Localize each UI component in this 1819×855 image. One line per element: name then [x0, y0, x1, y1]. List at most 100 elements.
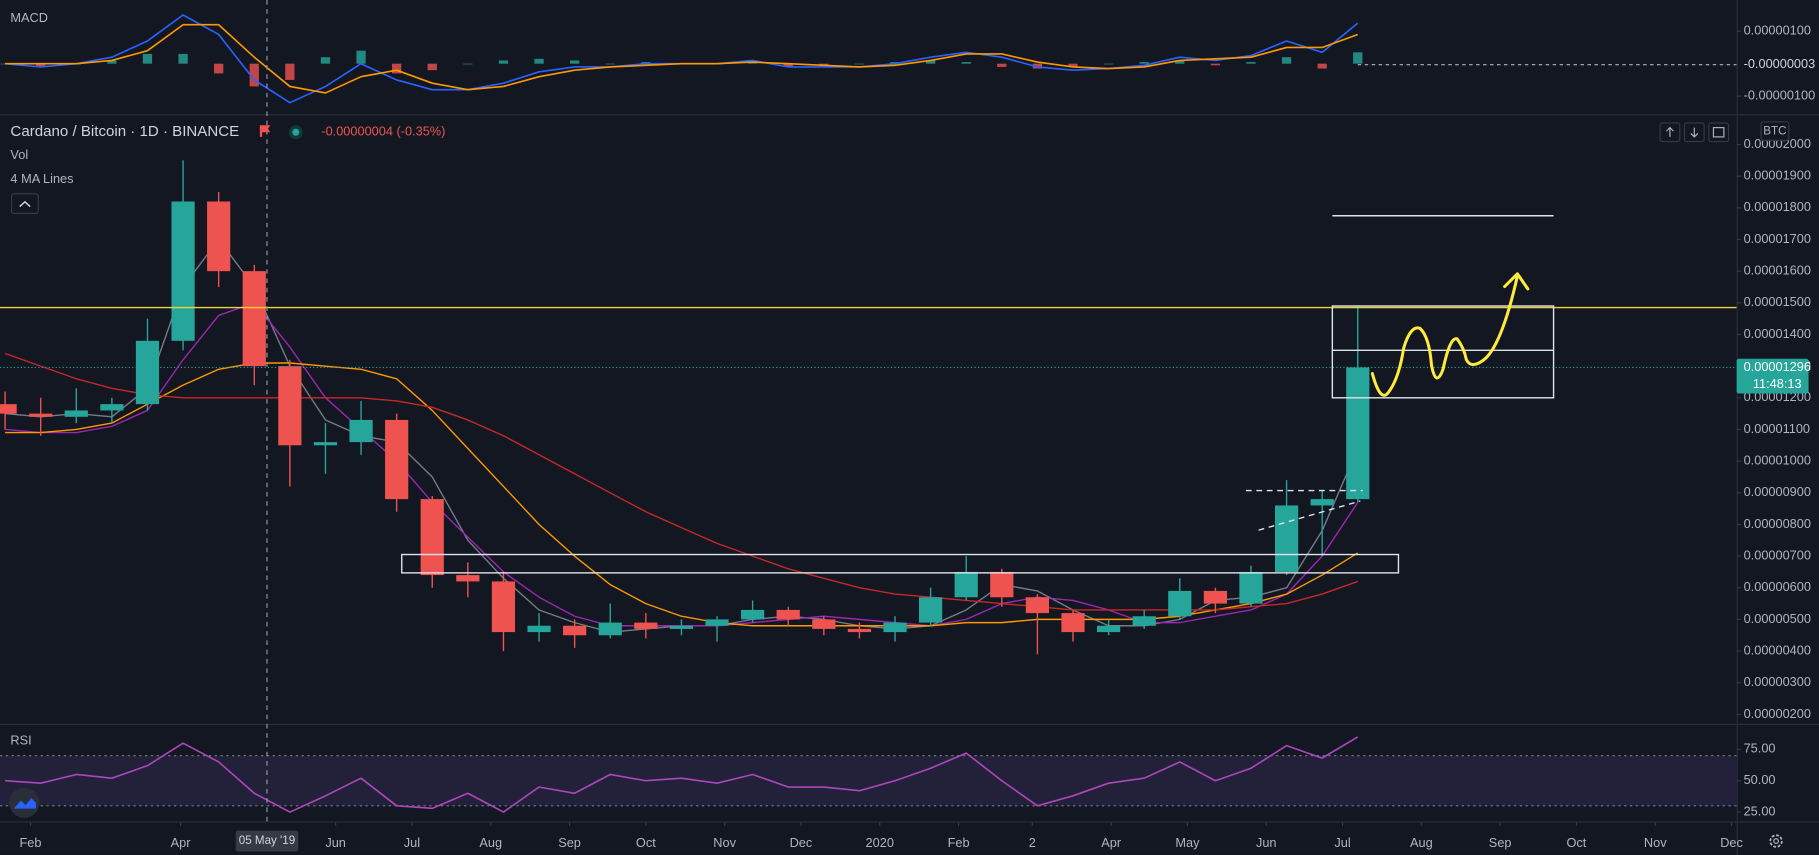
- maximize-icon: [1712, 127, 1725, 138]
- moving-average: [4, 352, 1358, 611]
- histogram-bar: [1068, 63, 1078, 67]
- y-tick-label: 0.00000700: [1744, 547, 1811, 562]
- histogram-bar: [392, 63, 402, 74]
- candle-body: [883, 622, 907, 633]
- candle-body: [563, 625, 587, 636]
- histogram-bar: [36, 63, 46, 67]
- y-tick-label: 0.00002000: [1744, 136, 1811, 151]
- y-tick-label: 0.00000800: [1744, 516, 1811, 531]
- histogram-bar: [997, 63, 1007, 67]
- logo[interactable]: [9, 787, 40, 818]
- drawn-box: [401, 553, 1400, 574]
- flag-icon[interactable]: [259, 125, 271, 137]
- currency-badge[interactable]: [1760, 121, 1790, 141]
- rsi-title: RSI: [10, 733, 31, 748]
- candle-body: [527, 625, 551, 633]
- y-tick-label: 0.00001500: [1744, 294, 1811, 309]
- y-tick-label: 25.00: [1744, 803, 1776, 818]
- x-tick-label: Jul: [404, 835, 420, 850]
- candle-body: [100, 404, 124, 411]
- candle-body: [634, 622, 658, 629]
- arrow-up-icon: [1666, 126, 1674, 137]
- symbol-title[interactable]: Cardano / Bitcoin · 1D · BINANCE: [10, 123, 239, 140]
- histogram-bar: [214, 63, 224, 74]
- logo-circle: [9, 787, 40, 818]
- histogram-bar: [819, 63, 829, 66]
- histogram-bar: [107, 60, 117, 64]
- candle-body: [1025, 597, 1050, 614]
- candle-body: [598, 622, 622, 636]
- histogram-bar: [1281, 57, 1292, 64]
- indicator-line: [5, 23, 1359, 94]
- pane-buttons: [1659, 122, 1730, 143]
- histogram-bar: [641, 62, 651, 64]
- maximize-button[interactable]: [1708, 122, 1730, 143]
- x-tick-label: Sep: [558, 835, 581, 850]
- candle-body: [669, 625, 694, 629]
- x-tick-label: Aug: [1410, 835, 1433, 850]
- candle-body: [171, 201, 195, 341]
- histogram-bar: [534, 58, 544, 64]
- rsi-band: [0, 755, 1737, 806]
- candle-body: [135, 340, 160, 405]
- drawn-box: [1331, 305, 1555, 399]
- histogram-bar: [356, 50, 366, 64]
- status-dot: [292, 128, 300, 136]
- candle-body: [776, 609, 800, 620]
- y-tick-label: 0.00001000: [1744, 452, 1811, 467]
- y-tick-label: 0.00000600: [1744, 579, 1811, 594]
- histogram-bar: [1103, 63, 1114, 65]
- plot-layer: [0, 14, 1737, 813]
- x-tick-label: May: [1175, 835, 1200, 850]
- histogram-bar: [142, 53, 153, 64]
- arrow-down-icon: [1690, 127, 1699, 138]
- x-tick-label: Sep: [1489, 835, 1512, 850]
- axis-layer: 0.00000100 -0.00000100 -0.00000003 0.000002…: [20, 0, 1816, 852]
- candle-body: [812, 619, 836, 629]
- crosshair-label: 05 May '19: [239, 834, 295, 847]
- drawn-forecast-arrow[interactable]: [1370, 272, 1530, 397]
- pane: [0, 160, 1737, 655]
- candle-body: [385, 419, 409, 500]
- x-tick-label: Jul: [1334, 835, 1350, 850]
- indicator-line: [5, 736, 1359, 813]
- settings-button[interactable]: [1769, 834, 1783, 848]
- histogram-bar: [1353, 52, 1363, 64]
- histogram-bar: [1175, 60, 1185, 64]
- logo-mark: [13, 798, 36, 809]
- y-tick-label: -0.00000100: [1744, 88, 1816, 103]
- volume-legend[interactable]: Vol: [10, 147, 28, 162]
- last-value-label: -0.00000003: [1744, 56, 1816, 71]
- x-tick-label: Jun: [1256, 835, 1277, 850]
- histogram-bar: [925, 60, 936, 64]
- x-tick-label: Dec: [1720, 835, 1743, 850]
- collapse-button-frame[interactable]: [11, 193, 39, 215]
- candle-body: [705, 619, 729, 626]
- candle-body: [1132, 616, 1156, 626]
- y-tick-label: 0.00001800: [1744, 199, 1811, 214]
- histogram-bar: [463, 63, 473, 65]
- histogram-bar: [1246, 62, 1256, 64]
- x-tick-label: Nov: [713, 835, 736, 850]
- histogram-bar: [570, 60, 580, 64]
- histogram-bar: [605, 63, 615, 65]
- candle-body: [1061, 613, 1085, 633]
- bar-countdown: 11:48:13: [1753, 376, 1802, 391]
- x-tick-label: Aug: [479, 835, 502, 850]
- x-tick-label: Jun: [325, 835, 346, 850]
- pane: [0, 14, 1737, 104]
- candle-body: [919, 597, 943, 623]
- candle-body: [313, 442, 338, 446]
- y-tick-label: 0.00001100: [1744, 421, 1810, 436]
- histogram-bar: [783, 63, 793, 67]
- x-tick-label: Feb: [20, 835, 42, 850]
- collapse-chevron: [19, 200, 31, 208]
- histogram-bar: [854, 63, 865, 65]
- collapse-button[interactable]: [11, 193, 39, 215]
- candle-body: [1168, 590, 1192, 617]
- ma-legend[interactable]: 4 MA Lines: [10, 171, 73, 186]
- candle-body: [64, 410, 88, 417]
- y-tick-label: 0.00001400: [1744, 326, 1811, 341]
